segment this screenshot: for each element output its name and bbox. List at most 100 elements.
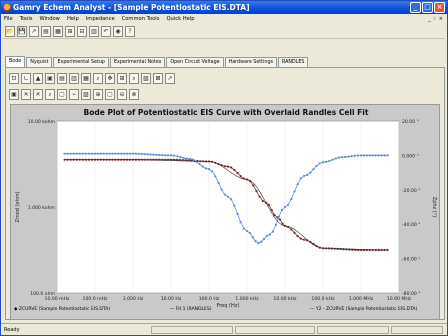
grid-icon[interactable]: ▤: [57, 72, 67, 84]
main-toolbar: 📂 💾 ↗ ▤ ▦ ⊞ ⊟ ▥ ↶ ◉ ?: [3, 24, 445, 39]
y2-tick-label: 0.000 °: [402, 153, 419, 159]
data-point: [223, 193, 226, 196]
data-point: [344, 155, 347, 159]
menu-tools[interactable]: Tools: [19, 16, 33, 22]
delete-icon[interactable]: ✕: [33, 88, 43, 100]
zoom-icon[interactable]: ⌕: [93, 72, 103, 84]
data-point: [302, 174, 306, 178]
bode-chart[interactable]: 10.00 mHz 100.0 mHz 1.000 Hz 10.00 Hz 100.0 …: [11, 105, 441, 321]
cascade-icon[interactable]: ⊟: [77, 25, 87, 37]
select-icon[interactable]: ▣: [9, 88, 19, 100]
bode-panel: ⊡ ∟ ▲ ▣ ▤ ▥ ▦ ⌕ ✥ ⊞ ⌕ ▧ ⊠ ↗ ▣ ✕ ✕ ⌕ ▢ ⌁ …: [5, 67, 445, 320]
menu-file[interactable]: File: [4, 16, 13, 22]
frame-icon[interactable]: ▢: [105, 88, 115, 100]
gamry-app-icon: [3, 3, 11, 11]
mdi-controls[interactable]: _ ♢ ×: [428, 16, 443, 22]
remove-icon[interactable]: ⊖: [117, 88, 127, 100]
y-tick-label: 1.000 kohm: [28, 205, 56, 211]
data-point: [169, 154, 173, 157]
columns-icon[interactable]: ▥: [89, 25, 99, 37]
save-icon[interactable]: 💾: [17, 25, 27, 37]
print-icon[interactable]: ▤: [41, 25, 51, 37]
data-point: [149, 153, 152, 156]
data-point: [207, 168, 211, 171]
magnify-icon[interactable]: ⌕: [45, 88, 55, 100]
data-point: [108, 152, 111, 155]
layout-icon[interactable]: ▦: [53, 25, 63, 37]
copy-icon[interactable]: ⊡: [9, 72, 19, 84]
data-point: [334, 157, 337, 160]
minimize-button[interactable]: _: [410, 2, 421, 13]
close-button[interactable]: ×: [434, 2, 445, 13]
menu-quick-help[interactable]: Quick Help: [166, 16, 195, 22]
maximize-button[interactable]: □: [422, 2, 433, 13]
data-point: [188, 157, 192, 160]
x-tick-label: 1.000 MHz: [349, 296, 374, 302]
cursor-icon[interactable]: ↗: [165, 72, 175, 84]
target-icon[interactable]: ◉: [113, 25, 123, 37]
data-point: [204, 167, 207, 170]
tab-open-circuit-voltage[interactable]: Open Circuit Voltage: [166, 57, 224, 67]
chart-icon[interactable]: ▣: [45, 72, 55, 84]
data-point: [117, 152, 120, 155]
axis-icon[interactable]: ∟: [21, 72, 31, 84]
region-icon[interactable]: ▨: [81, 88, 91, 100]
clear-icon[interactable]: ⊗: [129, 88, 139, 100]
data-point: [315, 164, 318, 167]
export-icon[interactable]: ↗: [29, 25, 39, 37]
tab-hardware-settings[interactable]: Hardware Settings: [224, 57, 277, 67]
x-tick-label: 1.000 kHz: [235, 296, 259, 302]
menu-common-tools[interactable]: Common Tools: [121, 16, 160, 22]
legend-y2: — Y2 - ZCURVE (Sample Potentiostatic EIS…: [310, 307, 418, 312]
data-point: [374, 154, 377, 157]
help-icon[interactable]: ?: [125, 25, 135, 37]
data-point: [236, 212, 239, 215]
tab-bode[interactable]: Bode: [5, 56, 26, 67]
undo-icon[interactable]: ↶: [101, 25, 111, 37]
data-point: [386, 154, 389, 157]
y-tick-label: 100.0 ohm: [30, 291, 55, 297]
menu-impedance[interactable]: Impedance: [85, 16, 115, 22]
data-point: [281, 222, 284, 225]
data-point: [278, 218, 282, 221]
data-point: [368, 154, 371, 157]
tab-randles[interactable]: RANDLES: [277, 57, 309, 67]
y2-tick-label: -60.00 °: [402, 257, 421, 263]
data-icon[interactable]: ▦: [81, 72, 91, 84]
data-point: [252, 184, 255, 187]
chart-area[interactable]: Bode Plot of Potentiostatic EIS Curve wi…: [10, 104, 440, 320]
data-point: [260, 240, 263, 243]
fit-icon[interactable]: ⊞: [117, 72, 127, 84]
open-icon[interactable]: 📂: [5, 25, 15, 37]
cut-icon[interactable]: ✕: [21, 88, 31, 100]
tab-experimental-setup[interactable]: Experimental Setup: [53, 57, 109, 67]
data-point: [318, 162, 321, 165]
data-point: [128, 152, 132, 155]
tab-nyquist[interactable]: Nyquist: [26, 57, 53, 67]
settings-icon[interactable]: ⊠: [153, 72, 163, 84]
data-point: [155, 153, 158, 156]
data-point: [126, 152, 129, 155]
marker-icon[interactable]: ▲: [33, 72, 43, 84]
menu-window[interactable]: Window: [39, 16, 60, 22]
title-bar[interactable]: Gamry Echem Analyst - [Sample Potentiost…: [1, 1, 447, 14]
print-chart-icon[interactable]: ▧: [141, 72, 151, 84]
data-point: [75, 152, 78, 155]
menu-help[interactable]: Help: [66, 16, 79, 22]
tab-experimental-notes[interactable]: Experimental Notes: [109, 57, 166, 67]
pan-icon[interactable]: ✥: [105, 72, 115, 84]
x-tick-label: 100.0 Hz: [199, 296, 220, 302]
table-icon[interactable]: ▥: [69, 72, 79, 84]
data-point: [63, 152, 66, 155]
curve-icon[interactable]: ⌁: [69, 88, 79, 100]
menu-bar: File Tools Window Help Impedance Common …: [1, 14, 447, 24]
data-point: [230, 198, 233, 201]
box-icon[interactable]: ▢: [57, 88, 67, 100]
search-icon[interactable]: ⌕: [129, 72, 139, 84]
data-point: [265, 234, 269, 237]
add-icon[interactable]: ⊕: [93, 88, 103, 100]
tile-icon[interactable]: ⊞: [65, 25, 75, 37]
data-point: [140, 152, 143, 156]
data-point: [299, 177, 302, 180]
